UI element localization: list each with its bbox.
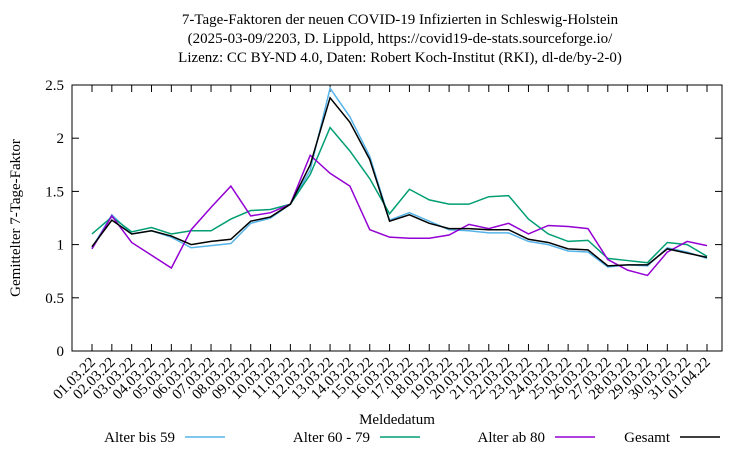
legend-label: Gesamt <box>624 430 671 446</box>
legend-label: Alter ab 80 <box>478 430 545 446</box>
chart-subtitle: Lizenz: CC BY-ND 4.0, Daten: Robert Koch… <box>178 50 622 66</box>
chart-subtitle: (2025-03-09/2203, D. Lippold, https://co… <box>188 31 613 47</box>
chart-title: 7-Tage-Faktoren der neuen COVID-19 Infiz… <box>182 12 619 28</box>
x-axis-label: Meldedatum <box>359 412 435 428</box>
legend-label: Alter bis 59 <box>104 430 175 446</box>
y-axis-label: Gemittelter 7-Tage-Faktor <box>8 139 24 297</box>
y-tick-label: 1.5 <box>45 184 64 200</box>
y-tick-label: 2.5 <box>45 78 64 94</box>
y-tick-label: 1 <box>57 238 65 254</box>
series-line <box>91 153 708 277</box>
legend-label: Alter 60 - 79 <box>293 430 370 446</box>
y-tick-label: 2 <box>57 131 65 147</box>
series-line <box>91 86 708 268</box>
plot-frame <box>71 84 723 352</box>
y-tick-label: 0 <box>57 344 65 360</box>
y-tick-label: 0.5 <box>45 291 64 307</box>
series-line <box>91 96 708 267</box>
